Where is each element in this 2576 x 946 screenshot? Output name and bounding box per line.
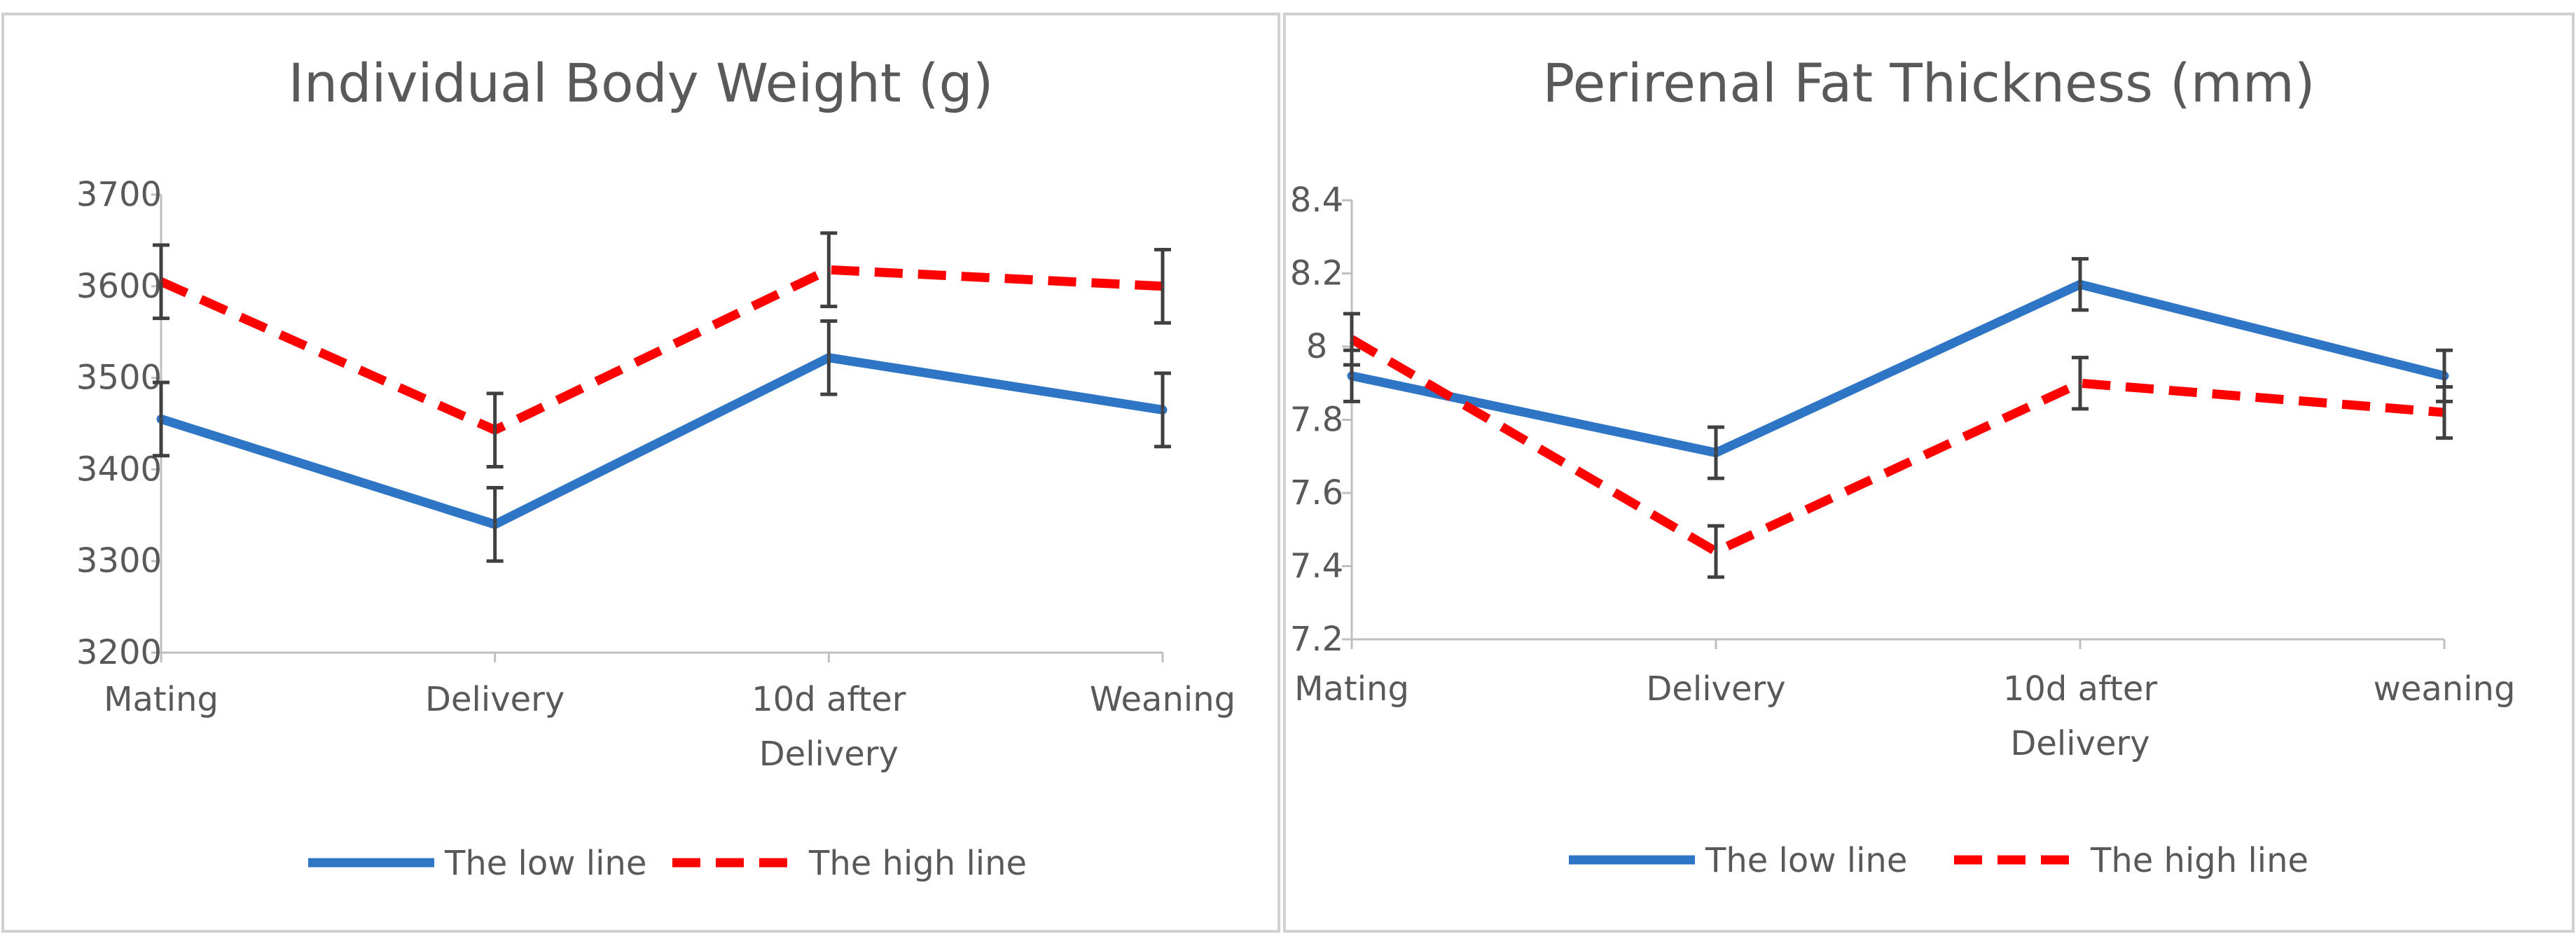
legend-item-low: The low line [308,844,646,883]
series-line-high [1349,335,2445,557]
chart-1: Individual Body Weight (g) 3200 3300 3400 35… [1,13,1280,933]
data-point [2444,375,2445,377]
chart-panel-border [1,13,1280,933]
y-tick-label: 7.2 [1290,620,1343,659]
data-point [1162,409,1163,411]
y-tick-label: 3400 [76,450,162,489]
data-point [1715,550,1717,552]
y-tick-label: 3300 [76,541,162,580]
data-point [2079,284,2081,286]
data-point [2444,412,2445,414]
x-tick-label: Mating [104,680,219,719]
x-tick-label: Delivery [425,680,565,719]
data-point [2079,382,2081,384]
data-point [494,429,496,431]
data-point [1162,285,1163,287]
y-tick-label: 8.2 [1290,254,1343,293]
y-tick-label: 3200 [76,633,162,672]
x-tick-label: Mating [1294,669,1409,709]
y-tick-label: 8 [1306,327,1328,366]
chart-title: Individual Body Weight (g) [289,52,994,114]
data-point [1351,375,1352,377]
legend-item-high: The high line [1954,841,2308,880]
y-tick-label: 7.4 [1290,547,1343,586]
x-tick-label: Delivery [1646,669,1785,709]
y-tick-label: 7.6 [1290,473,1343,513]
y-tick-label: 7.8 [1290,401,1343,440]
data-point [160,418,162,420]
y-tick-label: 3600 [76,267,162,306]
legend-label: The low line [1705,841,1907,880]
legend-item-low: The low line [1569,841,1907,880]
series-line-low [1347,279,2449,458]
chart-title: Perirenal Fat Thickness (mm) [1542,52,2315,114]
chart-panel-border [1283,13,2575,933]
data-point [160,281,162,283]
legend-label: The high line [2090,841,2308,880]
series-line-high [159,265,1163,435]
data-point [494,523,496,525]
x-tick-label: 10d after Delivery [752,680,906,774]
data-point [828,269,830,271]
data-point [1715,452,1717,454]
legend-item-high: The high line [672,844,1027,883]
data-point [828,356,830,359]
legend-label: The high line [808,844,1027,883]
series-line-low [156,353,1168,529]
chart-2: Perirenal Fat Thickness (mm) 7.2 7.4 7.6 7.8… [1283,13,2575,933]
y-tick-label: 3500 [76,359,162,398]
y-tick-label: 3700 [76,175,162,214]
data-point [1351,338,1352,340]
legend-label: The low line [444,844,646,883]
y-tick-label: 8.4 [1290,181,1343,220]
x-tick-label: Weaning [1090,680,1235,719]
x-tick-label: 10d after Delivery [2003,669,2158,763]
x-tick-label: weaning [2374,669,2516,709]
